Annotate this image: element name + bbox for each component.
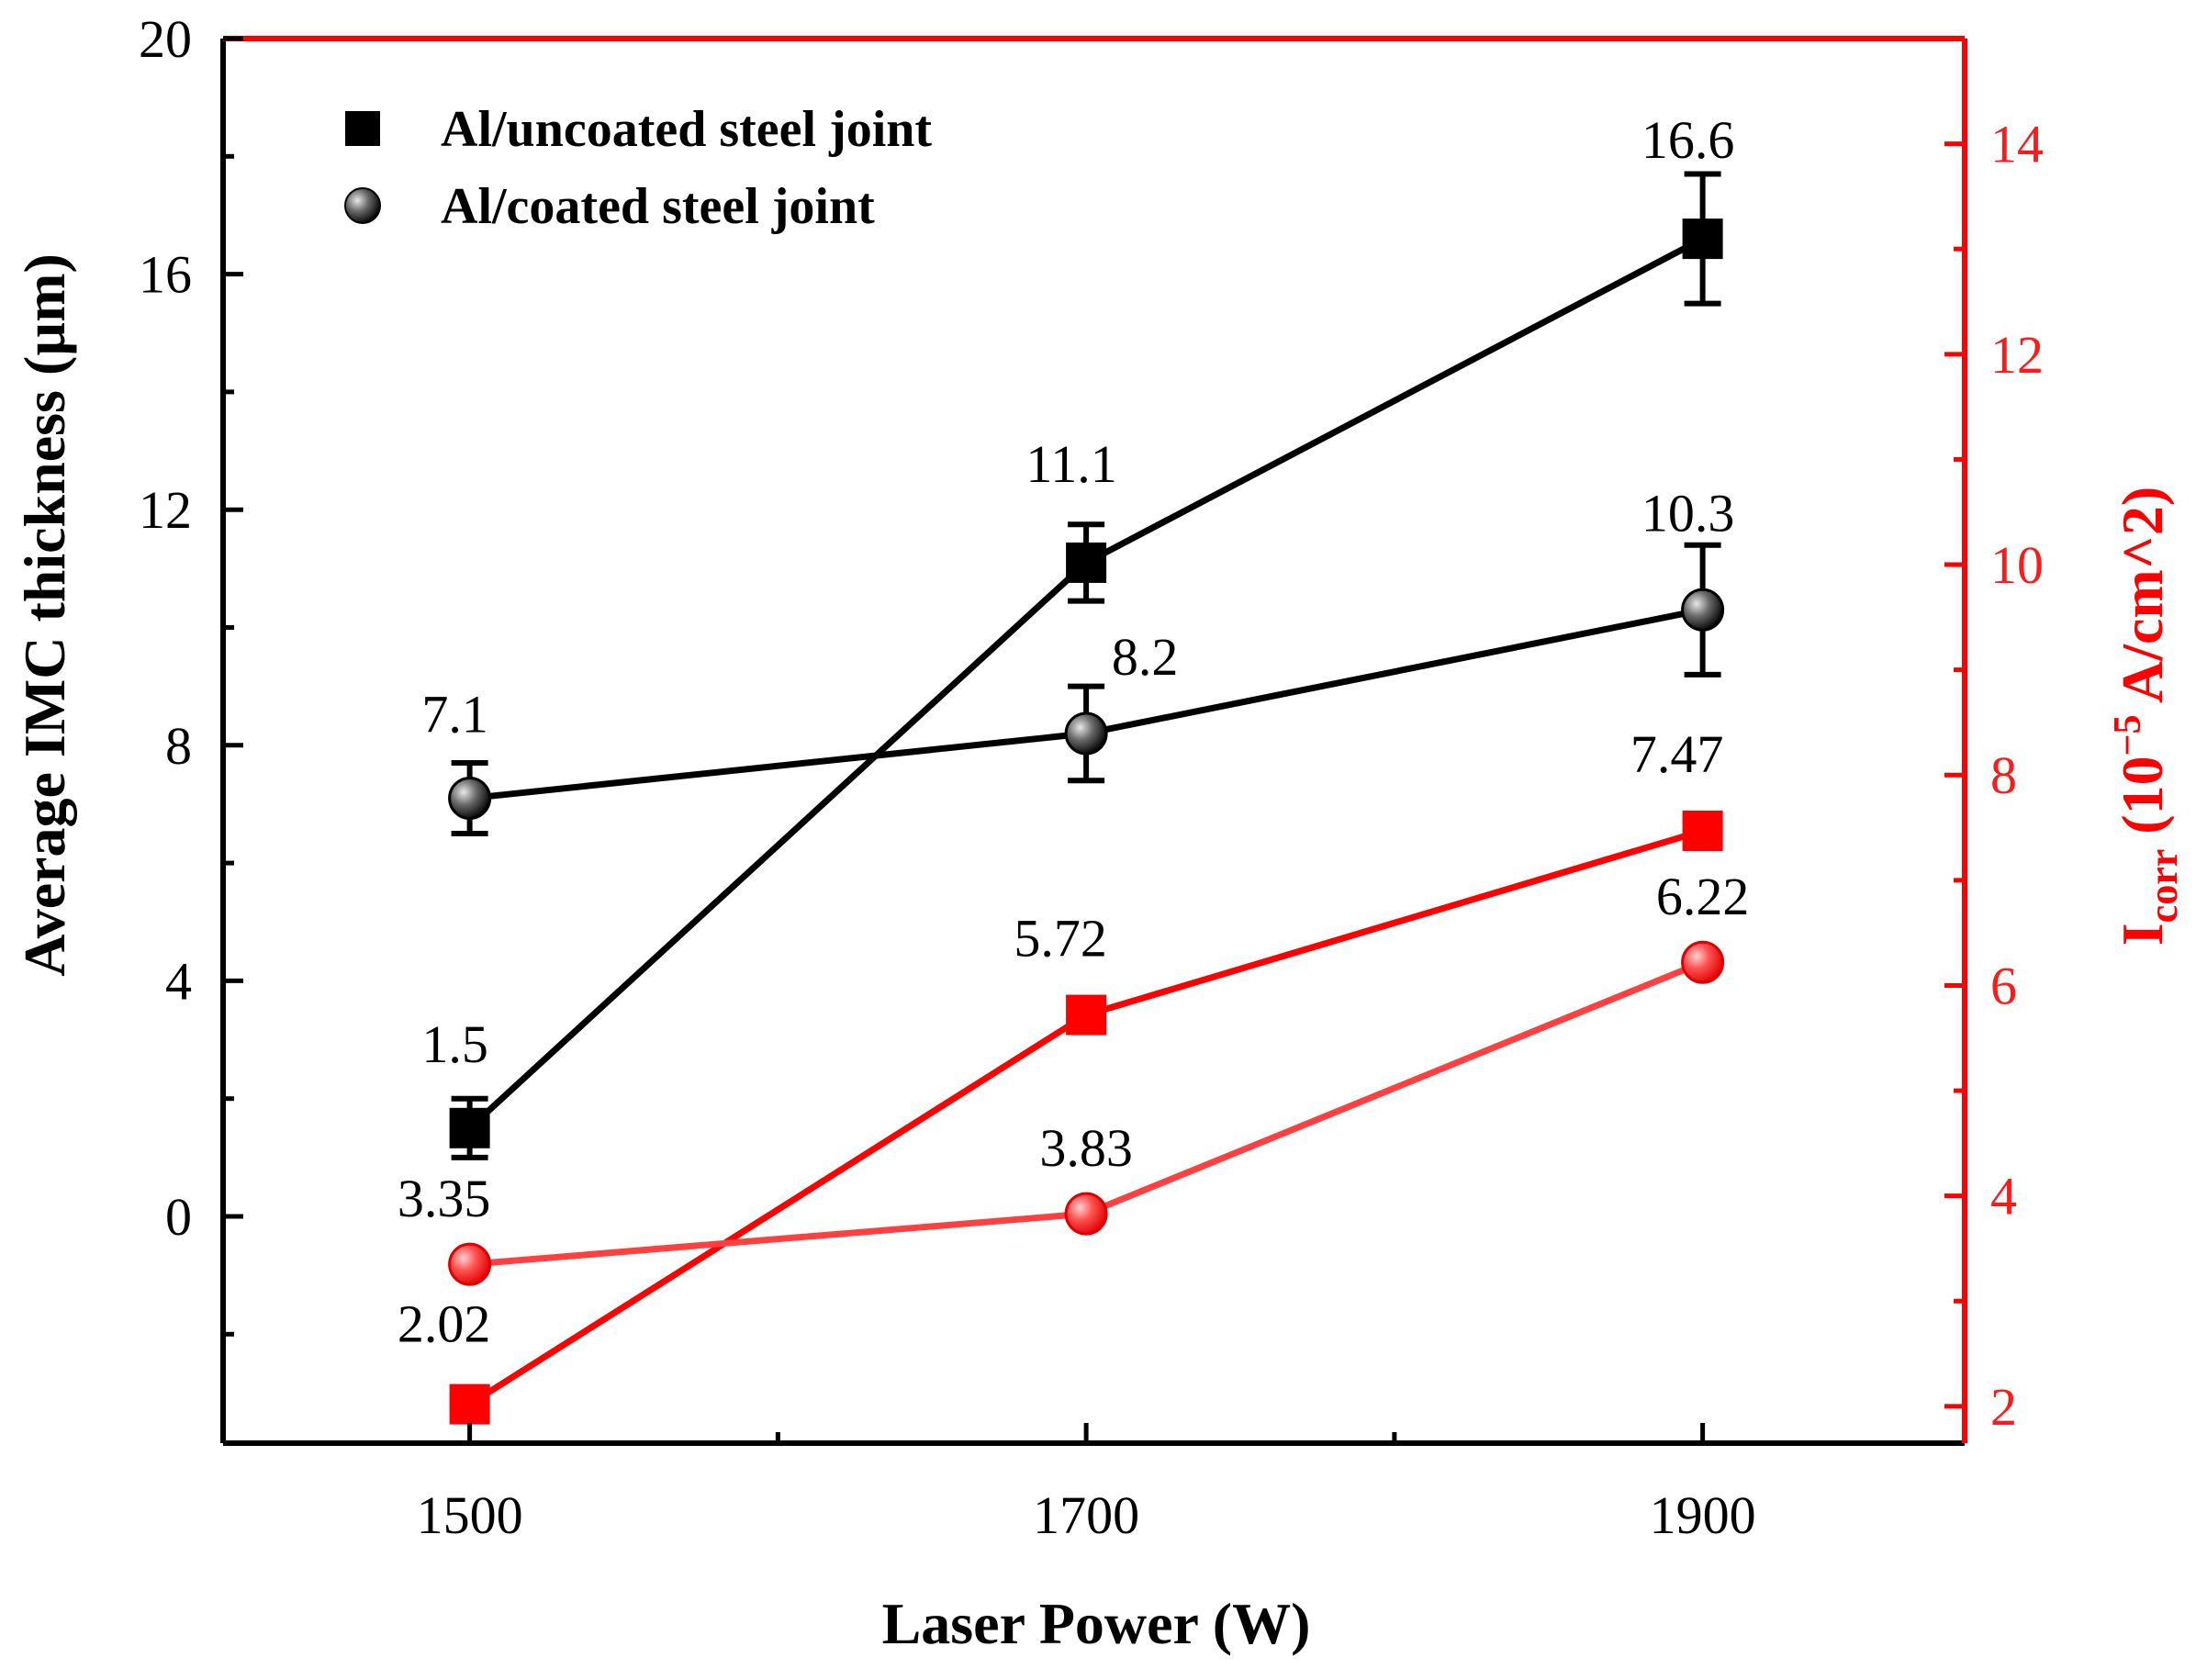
y2-axis-title: Icorr (10−5 A/cm^2) — [2107, 487, 2186, 946]
series-1: 7.1 8.2 10.3 — [421, 483, 1735, 837]
data-point — [1681, 940, 1725, 984]
data-point — [448, 777, 492, 821]
series-line — [467, 236, 1705, 1131]
y2-tick-label: 6 — [1990, 956, 2017, 1015]
data-label: 1.5 — [421, 1014, 488, 1074]
data-label: 2.02 — [398, 1294, 491, 1354]
y-tick-label: 20 — [139, 9, 192, 69]
x-tick-label: 1900 — [1650, 1485, 1756, 1545]
data-label: 16.6 — [1641, 110, 1735, 170]
data-label: 6.22 — [1656, 867, 1750, 926]
legend-label: Al/coated steel joint — [441, 178, 875, 235]
series-2: 2.02 5.72 7.47 — [398, 724, 1724, 1425]
legend-item: Al/uncoated steel joint — [345, 101, 932, 158]
legend-item: Al/coated steel joint — [344, 178, 875, 235]
data-point — [1066, 994, 1107, 1036]
data-point — [1064, 711, 1108, 756]
data-point — [1681, 588, 1725, 632]
data-point — [1064, 1192, 1108, 1236]
data-point — [1066, 542, 1107, 583]
data-label: 3.83 — [1039, 1118, 1133, 1178]
data-label: 10.3 — [1641, 483, 1735, 543]
y-tick-label: 16 — [139, 245, 192, 305]
y-tick-label: 4 — [165, 951, 192, 1011]
x-axis-title: Laser Power (W) — [882, 1591, 1311, 1656]
y2-tick-label: 4 — [1990, 1167, 2017, 1226]
data-label: 8.2 — [1112, 627, 1179, 687]
data-point — [449, 1107, 490, 1148]
data-label: 7.47 — [1630, 724, 1724, 784]
y-tick-label: 8 — [165, 716, 192, 776]
data-point — [1682, 218, 1723, 260]
data-label: 11.1 — [1025, 434, 1116, 494]
y-tick-label: 12 — [139, 480, 192, 540]
data-label: 5.72 — [1014, 909, 1107, 969]
x-tick-label: 1700 — [1033, 1485, 1139, 1545]
y2-tick-label: 2 — [1990, 1377, 2017, 1437]
series-3: 3.35 3.83 6.22 — [398, 867, 1750, 1286]
y2-tick-label: 8 — [1990, 745, 2017, 805]
legend-sphere-icon — [344, 187, 381, 224]
series-0: 1.5 11.1 16.6 — [421, 110, 1735, 1160]
y2-tick-label: 14 — [1990, 115, 2044, 174]
y-tick-label: 0 — [165, 1187, 192, 1247]
data-point — [449, 1383, 490, 1425]
data-point — [1682, 810, 1723, 851]
data-label: 3.35 — [398, 1169, 491, 1228]
data-label: 7.1 — [421, 685, 488, 745]
y2-tick-label: 12 — [1990, 325, 2044, 385]
y2-tick-label: 10 — [1990, 535, 2044, 595]
x-tick-label: 1500 — [417, 1485, 523, 1545]
legend: Al/uncoated steel joint Al/coated steel j… — [344, 101, 932, 235]
data-point — [448, 1242, 492, 1286]
legend-label: Al/uncoated steel joint — [441, 101, 932, 158]
legend-square-icon — [345, 111, 380, 146]
y-axis-title: Average IMC thickness (µm) — [12, 253, 77, 977]
